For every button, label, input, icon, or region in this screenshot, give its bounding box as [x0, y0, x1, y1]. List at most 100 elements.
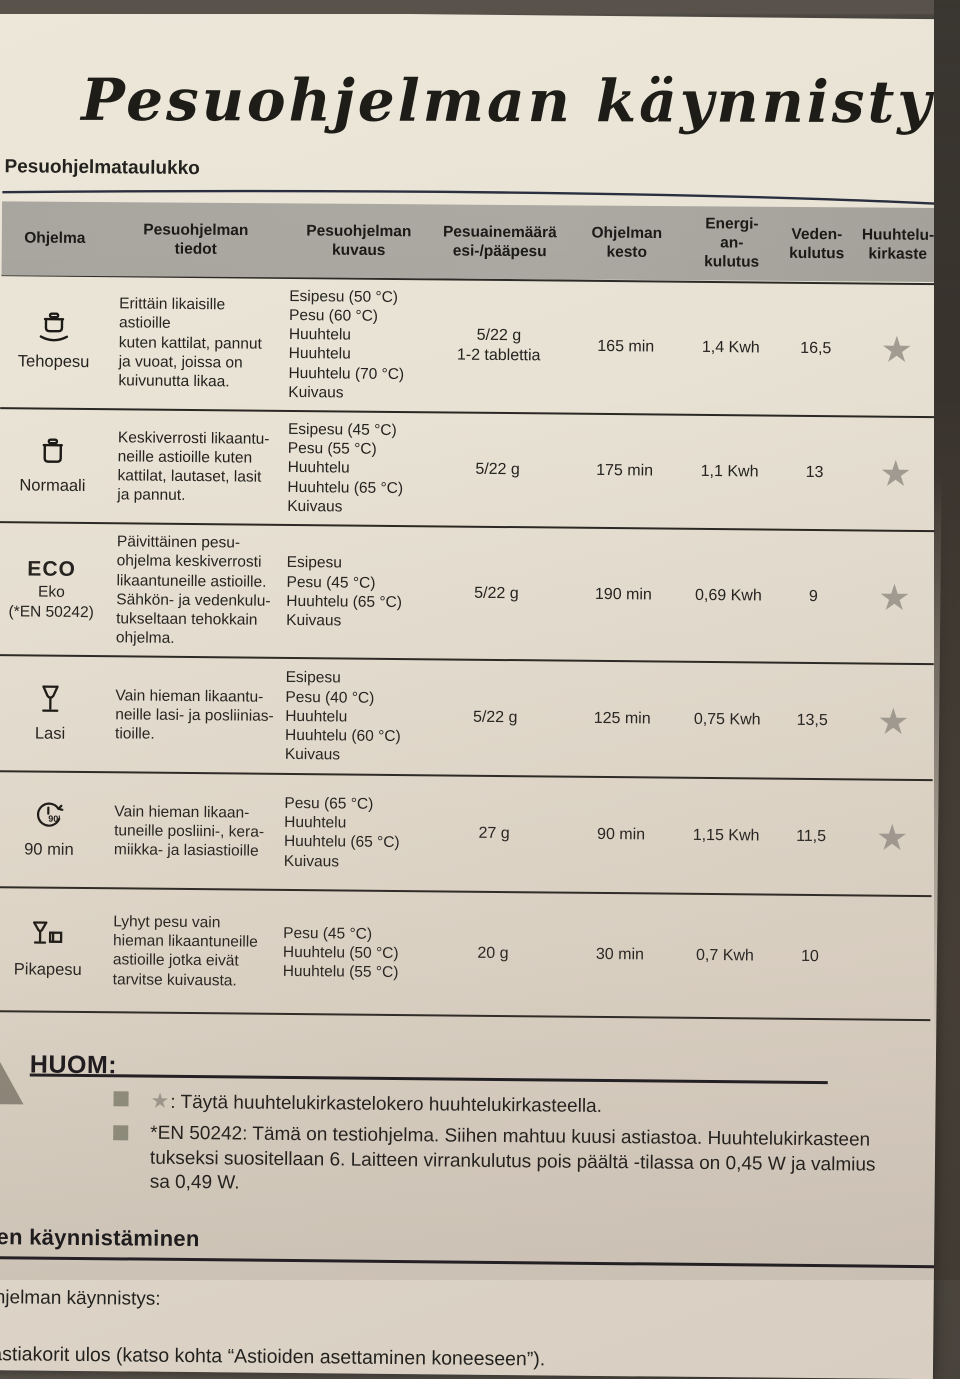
tiedot-cell: Vain hieman likaantu- neille lasi- ja po… [114, 686, 274, 743]
footer-line-2: ä astiakorit ulos (katso kohta “Astioide… [0, 1343, 546, 1371]
next-section: neen käynnistäminen uohjelman käynnistys… [0, 1224, 946, 1379]
col-header-kuvaus: Pesuohjelman kuvaus [306, 222, 412, 259]
kesto-cell: 190 min [594, 585, 652, 604]
tiedot-cell: Päivittäinen pesu- ohjelma keskiverrosti… [115, 533, 271, 648]
square-bullet-icon [113, 1125, 129, 1141]
program-name: ECO [27, 557, 76, 581]
tiedot-cell: Vain hieman likaan- tuneille posliini-, … [113, 802, 265, 860]
table-row-lasi: Lasi Vain hieman likaantu- neille lasi- … [0, 654, 934, 780]
tiedot-cell: Lyhyt pesu vain hieman likaantuneille as… [112, 913, 258, 990]
star-icon: ★ [150, 1090, 170, 1114]
pesuaine-cell: 20 g [477, 945, 509, 963]
program-name: Lasi [34, 724, 66, 743]
table-row-normaali: Normaali Keskiverrosti likaantu- neille … [0, 407, 937, 531]
wash-program-table: Ohjelma Pesuohjelman tiedot Pesuohjelman… [0, 200, 939, 1022]
manual-page-paper: Pesuohjelman käynnistys Pesuohjelmataulu… [0, 10, 946, 1379]
page-title: Pesuohjelman käynnistys [81, 65, 946, 137]
kesto-cell: 90 min [597, 826, 646, 844]
pesuaine-cell: 5/22 g [472, 709, 518, 727]
vesi-cell: 10 [800, 948, 819, 966]
note-text-body: : Täytä huuhtelukirkastelokero huuhteluk… [170, 1092, 603, 1118]
table-row-tehopesu: Tehopesu Erittäin likaisille astioille k… [0, 273, 938, 417]
kuvaus-cell: Pesu (45 °C) Huuhtelu (50 °C) Huuhtelu (… [282, 924, 399, 982]
star-icon: ★ [878, 576, 911, 618]
program-cell: ECO Eko (*EN 50242) [0, 548, 105, 631]
star-icon: ★ [876, 700, 910, 743]
col-header-vedenkulutus: Veden- kulutus [789, 225, 845, 263]
program-cell: Pikapesu [0, 911, 101, 988]
table-header-row: Ohjelma Pesuohjelman tiedot Pesuohjelman… [1, 201, 939, 282]
program-cell: Tehopesu [0, 303, 107, 380]
note-text: ★: Täytä huuhtelukirkastelokero huuhtelu… [150, 1088, 602, 1120]
huom-heading: HUOM: [29, 1050, 118, 1080]
energia-cell: 0,69 Kwh [694, 586, 762, 605]
kesto-cell: 30 min [595, 946, 645, 964]
table-subtitle: Pesuohjelmataulukko [4, 156, 200, 180]
program-name: Pikapesu [13, 960, 82, 980]
clock-90-icon: 90' [28, 800, 70, 836]
table-row-pikapesu: Pikapesu Lyhyt pesu vain hieman likaantu… [0, 886, 932, 1022]
table-row-90min: 90' 90 min Vain hieman likaan- tuneille … [0, 770, 933, 896]
tiedot-cell: Erittäin likaisille astioille kuten katt… [118, 295, 262, 391]
star-icon: ★ [875, 816, 909, 859]
kirkaste-cell: ★ [855, 447, 935, 500]
col-header-tiedot: Pesuohjelman tiedot [143, 221, 249, 258]
kesto-cell: 165 min [597, 338, 655, 356]
kirkaste-cell: ★ [853, 696, 933, 749]
kuvaus-cell: Esipesu (50 °C) Pesu (60 °C) Huuhtelu Hu… [288, 287, 405, 402]
energia-cell: 0,75 Kwh [693, 711, 761, 729]
kesto-cell: 175 min [596, 461, 654, 480]
kuvaus-cell: Esipesu Pesu (40 °C) Huuhtelu Huuhtelu (… [284, 669, 401, 764]
section-title-cut: neen käynnistäminen [0, 1224, 200, 1252]
kuvaus-cell: Esipesu (45 °C) Pesu (55 °C) Huuhtelu Hu… [287, 420, 404, 516]
col-header-kesto: Ohjelman kesto [591, 224, 663, 261]
wine-glass-icon [29, 684, 71, 720]
pot-icon [32, 435, 74, 471]
energia-cell: 1,1 Kwh [700, 462, 759, 481]
pesuaine-cell: 5/22 g [474, 584, 519, 602]
table-row-eco: ECO Eko (*EN 50242) Päivittäinen pesu- o… [0, 521, 936, 664]
col-header-energiankulutus: Energi- an- kulutus [704, 215, 760, 272]
note-en50242: *EN 50242: Tämä on testiohjelma. Siihen … [113, 1121, 926, 1203]
energia-cell: 1,4 Kwh [701, 339, 760, 357]
pesuaine-cell: 27 g [478, 825, 510, 843]
note-text: *EN 50242: Tämä on testiohjelma. Siihen … [149, 1122, 876, 1194]
kirkaste-cell: ★ [852, 812, 932, 865]
star-icon: ★ [879, 452, 912, 494]
pot-on-plate-icon [33, 312, 75, 348]
program-cell: 90' 90 min [0, 791, 102, 868]
kuvaus-cell: Esipesu Pesu (45 °C) Huuhtelu (65 °C) Ku… [286, 554, 403, 630]
subtitle-rule-line [2, 189, 946, 206]
col-header-huuhtelukirkaste: Huuhtelu- kirkaste [861, 226, 935, 263]
program-cell: Normaali [0, 427, 106, 504]
program-name: Normaali [19, 476, 86, 495]
note-rinse-aid: ★: Täytä huuhtelukirkastelokero huuhtelu… [113, 1088, 925, 1123]
kirkaste-cell: ★ [854, 571, 934, 624]
energia-cell: 1,15 Kwh [692, 827, 760, 845]
vesi-cell: 9 [808, 587, 818, 605]
vesi-cell: 16,5 [800, 340, 832, 358]
tiedot-cell: Keskiverrosti likaantu- neille astioille… [117, 428, 270, 505]
kirkaste-cell: ★ [857, 324, 937, 377]
kirkaste-cell [851, 950, 931, 967]
svg-text:90': 90' [48, 814, 60, 824]
kuvaus-cell: Pesu (65 °C) Huuhtelu Huuhtelu (65 °C) K… [283, 794, 400, 871]
kesto-cell: 125 min [593, 710, 651, 728]
pesuaine-cell: 5/22 g 1-2 tablettia [456, 327, 541, 365]
footer-line-1: uohjelman käynnistys: [0, 1287, 161, 1310]
program-name: 90 min [24, 840, 74, 860]
vesi-cell: 13 [805, 464, 824, 482]
huom-underline [29, 1073, 828, 1085]
vesi-cell: 13,5 [796, 712, 828, 730]
col-header-pesuainemaara: Pesuainemäärä esi-/pääpesu [442, 223, 557, 261]
star-icon: ★ [880, 328, 914, 371]
huom-note-section: HUOM: ★: Täytä huuhtelukirkastelokero hu… [0, 1042, 926, 1204]
vesi-cell: 11,5 [796, 828, 827, 846]
square-bullet-icon [113, 1091, 129, 1107]
pesuaine-cell: 5/22 g [475, 460, 520, 479]
program-name: Tehopesu [17, 352, 90, 372]
warning-triangle-icon [0, 1038, 28, 1116]
col-header-ohjelma: Ohjelma [24, 229, 86, 248]
energia-cell: 0,7 Kwh [695, 947, 754, 965]
